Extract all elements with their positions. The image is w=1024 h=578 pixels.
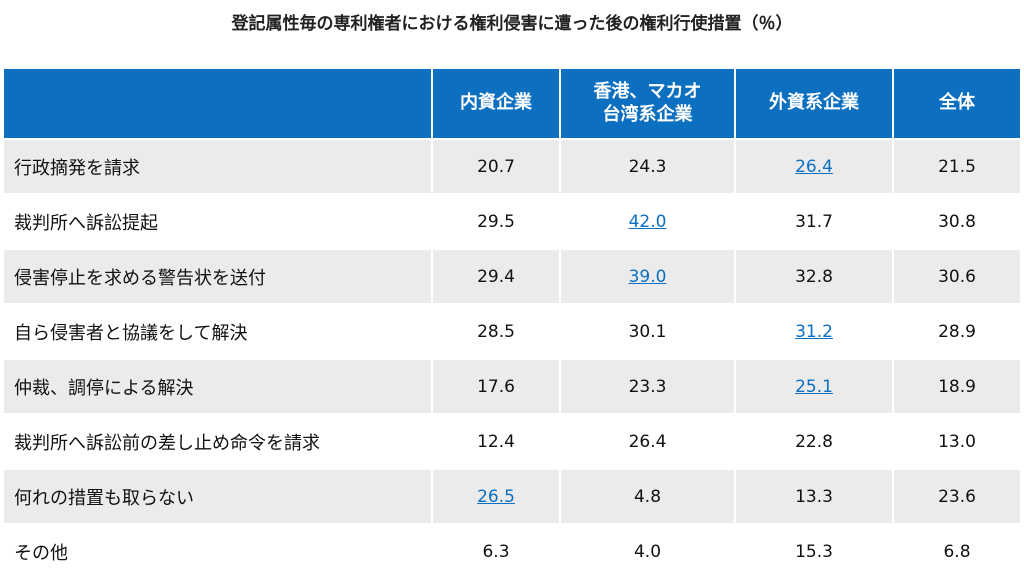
highlighted-value: 26.4 [795,156,833,177]
cell-foreign: 32.8 [734,248,892,303]
cell-value: 28.9 [938,321,976,342]
table-row: 何れの措置も取らない 26.5 4.8 13.3 23.6 [4,468,1020,523]
cell-total: 13.0 [892,413,1020,468]
row-label: 裁判所へ訴訟提起 [4,193,431,248]
cell-value: 21.5 [938,156,976,177]
cell-foreign: 25.1 [734,358,892,413]
cell-value: 32.8 [795,266,833,287]
cell-hk-macao-taiwan: 39.0 [559,248,734,303]
table-row: 侵害停止を求める警告状を送付 29.4 39.0 32.8 30.6 [4,248,1020,303]
cell-value: 30.8 [938,211,976,232]
cell-hk-macao-taiwan: 30.1 [559,303,734,358]
cell-total: 6.8 [892,523,1020,578]
cell-value: 31.7 [795,211,833,232]
cell-value: 22.8 [795,431,833,452]
table-body: 行政摘発を請求 20.7 24.3 26.4 21.5 裁判所へ訴訟提起 29.5 42.0 3… [4,138,1020,578]
cell-value: 4.8 [633,486,662,507]
cell-value: 13.3 [795,486,833,507]
cell-value: 23.3 [628,376,667,397]
row-label: 自ら侵害者と協議をして解決 [4,303,431,358]
header-label-hk-macao-taiwan: 香港、マカオ 台湾系企業 [593,81,702,125]
cell-value: 15.3 [795,541,833,562]
table-row: 行政摘発を請求 20.7 24.3 26.4 21.5 [4,138,1020,193]
cell-value: 20.7 [477,156,515,177]
cell-value: 6.8 [943,541,971,562]
cell-hk-macao-taiwan: 4.8 [559,468,734,523]
cell-foreign: 13.3 [734,468,892,523]
row-label: 侵害停止を求める警告状を送付 [4,248,431,303]
cell-total: 30.8 [892,193,1020,248]
cell-domestic: 20.7 [431,138,559,193]
header-cell-foreign: 外資系企業 [734,69,892,138]
table-row: 自ら侵害者と協議をして解決 28.5 30.1 31.2 28.9 [4,303,1020,358]
cell-hk-macao-taiwan: 24.3 [559,138,734,193]
cell-hk-macao-taiwan: 26.4 [559,413,734,468]
cell-hk-macao-taiwan: 23.3 [559,358,734,413]
cell-domestic: 12.4 [431,413,559,468]
table-row: その他 6.3 4.0 15.3 6.8 [4,523,1020,578]
data-table: 内資企業 香港、マカオ 台湾系企業 外資系企業 全体 行政摘発を請求 20.7 24.… [4,69,1020,578]
chart-title: 登記属性毎の専利権者における権利侵害に遭った後の権利行使措置（％） [231,14,793,34]
header-cell-empty [4,69,431,138]
header-cell-domestic: 内資企業 [431,69,559,138]
row-label: 行政摘発を請求 [4,138,431,193]
table-row: 裁判所へ訴訟前の差し止め命令を請求 12.4 26.4 22.8 13.0 [4,413,1020,468]
highlighted-value: 42.0 [628,211,667,232]
cell-foreign: 26.4 [734,138,892,193]
cell-value: 30.6 [938,266,976,287]
row-label: 仲裁、調停による解決 [4,358,431,413]
cell-value: 24.3 [628,156,667,177]
table-row: 裁判所へ訴訟提起 29.5 42.0 31.7 30.8 [4,193,1020,248]
cell-value: 18.9 [938,376,976,397]
cell-foreign: 22.8 [734,413,892,468]
cell-value: 23.6 [938,486,976,507]
cell-value: 12.4 [477,431,515,452]
cell-total: 21.5 [892,138,1020,193]
header-cell-hk-macao-taiwan: 香港、マカオ 台湾系企業 [559,69,734,138]
cell-domestic: 28.5 [431,303,559,358]
cell-value: 28.5 [477,321,515,342]
cell-domestic: 26.5 [431,468,559,523]
highlighted-value: 25.1 [795,376,833,397]
cell-domestic: 29.5 [431,193,559,248]
cell-total: 23.6 [892,468,1020,523]
cell-domestic: 6.3 [431,523,559,578]
cell-foreign: 31.7 [734,193,892,248]
cell-value: 13.0 [938,431,976,452]
cell-foreign: 15.3 [734,523,892,578]
cell-hk-macao-taiwan: 4.0 [559,523,734,578]
row-label: 何れの措置も取らない [4,468,431,523]
cell-value: 30.1 [628,321,667,342]
header-row: 内資企業 香港、マカオ 台湾系企業 外資系企業 全体 [4,69,1020,138]
row-label: 裁判所へ訴訟前の差し止め命令を請求 [4,413,431,468]
cell-value: 4.0 [633,541,662,562]
cell-total: 28.9 [892,303,1020,358]
header-cell-total: 全体 [892,69,1020,138]
cell-foreign: 31.2 [734,303,892,358]
cell-hk-macao-taiwan: 42.0 [559,193,734,248]
cell-total: 18.9 [892,358,1020,413]
highlighted-value: 26.5 [477,486,515,507]
highlighted-value: 31.2 [795,321,833,342]
cell-domestic: 29.4 [431,248,559,303]
cell-value: 17.6 [477,376,515,397]
table-row: 仲裁、調停による解決 17.6 23.3 25.1 18.9 [4,358,1020,413]
cell-value: 6.3 [482,541,510,562]
highlighted-value: 39.0 [628,266,667,287]
cell-total: 30.6 [892,248,1020,303]
cell-value: 29.4 [477,266,515,287]
row-label: その他 [4,523,431,578]
cell-value: 26.4 [628,431,667,452]
cell-domestic: 17.6 [431,358,559,413]
cell-value: 29.5 [477,211,515,232]
